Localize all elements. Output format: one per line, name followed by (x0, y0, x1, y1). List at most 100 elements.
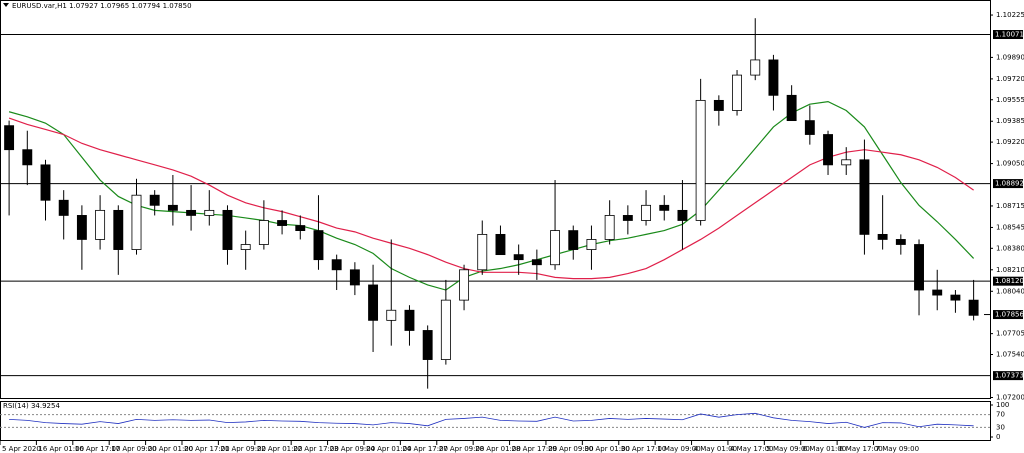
x-tick-label: 28 Apr 01:00 (475, 445, 521, 453)
candle-body (331, 259, 342, 271)
candle-body (149, 194, 160, 206)
candle-body (513, 254, 524, 261)
y-tick-label: 1.09720 (996, 75, 1024, 83)
candle-body (295, 225, 306, 232)
candle-body (258, 220, 269, 245)
candle-body (950, 294, 961, 301)
price-tag (993, 371, 1023, 381)
candle-body (786, 94, 797, 122)
x-tick-label: 28 Apr 17:00 (512, 445, 558, 453)
y-tick-label: 1.09385 (996, 117, 1024, 125)
x-tick-label: 4 May 01:00 (694, 445, 738, 453)
rsi-line (9, 412, 974, 428)
moving-average (8, 101, 975, 291)
rsi-tick-label: 70 (996, 411, 1005, 419)
x-tick-label: 20 Apr 17:00 (184, 445, 230, 453)
rsi-tick-label: 0 (996, 433, 1000, 441)
x-tick-label: 1 May 09:00 (657, 445, 701, 453)
candle-body (440, 299, 451, 360)
y-tick-label: 1.07540 (996, 350, 1024, 358)
x-tick-label: 6 May 01:00 (803, 445, 847, 453)
x-tick-label: 24 Apr 17:00 (402, 445, 448, 453)
price-tag-label: 1.08892 (995, 180, 1024, 188)
candle-body (914, 244, 924, 291)
x-tick-label: 7 May 09:00 (876, 445, 920, 453)
candle-body (240, 244, 251, 250)
y-tick-label: 1.07705 (996, 330, 1024, 338)
rsi-title: RSI(14) 34.9254 (3, 402, 60, 410)
price-tag (993, 30, 1023, 40)
candle-body (768, 59, 779, 96)
y-tick-label: 1.08545 (996, 223, 1024, 231)
y-tick-label: 1.08210 (996, 266, 1024, 274)
candle-body (386, 309, 397, 321)
y-tick-label: 1.09050 (996, 160, 1024, 168)
candle-body (622, 215, 633, 221)
candle-body (422, 330, 433, 360)
candle-body (968, 299, 979, 316)
y-tick-label: 1.07200 (996, 393, 1024, 401)
x-tick-label: 21 Apr 09:00 (220, 445, 266, 453)
y-tick-label: 1.09890 (996, 53, 1024, 61)
candle-body (113, 209, 124, 250)
x-tick-label: 17 Apr 09:00 (111, 445, 157, 453)
candle-body (131, 194, 142, 250)
y-tick-label: 1.08380 (996, 244, 1024, 252)
candle-body (22, 149, 33, 166)
menu-arrow (3, 3, 9, 7)
x-tick-label: 4 May 17:00 (730, 445, 774, 453)
candle-body (732, 74, 742, 111)
candle-body (750, 59, 761, 76)
candle-body (40, 164, 51, 201)
candle-body (277, 220, 288, 226)
candle-body (641, 204, 651, 221)
price-tag (993, 276, 1023, 286)
candle-body (313, 230, 324, 261)
price-tag-label: 1.07373 (995, 372, 1024, 380)
x-tick-label: 29 Apr 09:00 (548, 445, 594, 453)
price-tag-label: 1.07856 (995, 311, 1024, 319)
x-tick-label: 20 Apr 01:00 (148, 445, 194, 453)
x-tick-label: 23 Apr 09:00 (330, 445, 376, 453)
candle-body (841, 159, 852, 166)
candle-body (604, 215, 615, 240)
candle-body (531, 259, 542, 266)
candle-body (568, 230, 579, 250)
candle-body (349, 269, 360, 286)
candle-body (677, 209, 688, 221)
candle-body (932, 289, 943, 296)
candle-body (859, 159, 870, 235)
candle-body (877, 233, 888, 240)
candle-body (167, 204, 178, 211)
candle-body (204, 209, 215, 216)
x-tick-label: 22 Apr 17:00 (293, 445, 339, 453)
candle-body (895, 239, 906, 245)
price-tag-label: 1.08120 (995, 277, 1024, 285)
candle-body (459, 269, 470, 301)
candle-body (76, 215, 87, 240)
x-tick-label: 16 Apr 17:00 (75, 445, 121, 453)
candle-body (404, 309, 415, 331)
x-tick-label: 27 Apr 09:00 (439, 445, 485, 453)
price-tag (993, 179, 1023, 189)
x-tick-label: 5 Apr 2020 (2, 445, 41, 453)
price-tag-label: 1.10071 (995, 31, 1024, 39)
candle-body (4, 125, 15, 151)
candle-body (95, 209, 106, 240)
candle-body (222, 209, 233, 250)
x-tick-label: 22 Apr 01:00 (257, 445, 303, 453)
candle-body (695, 99, 706, 221)
candle-body (659, 204, 670, 211)
candle-body (368, 284, 379, 321)
x-tick-label: 5 May 09:00 (766, 445, 810, 453)
price-tag (993, 310, 1023, 320)
candle-body (186, 209, 197, 216)
x-tick-label: 16 Apr 01:00 (38, 445, 84, 453)
candle-body (586, 239, 597, 250)
candle-body (58, 199, 69, 216)
chart-title: EURUSD.var,H1 1.07927 1.07965 1.07794 1.… (12, 2, 192, 10)
rsi-tick-label: 30 (996, 423, 1005, 431)
x-tick-label: 24 Apr 01:00 (366, 445, 412, 453)
y-tick-label: 1.10225 (996, 11, 1024, 19)
